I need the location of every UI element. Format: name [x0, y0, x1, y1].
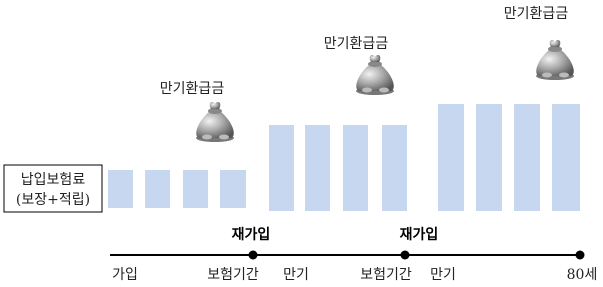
renewal-label: 재가입 [232, 227, 271, 243]
premium-label: (보장+적립) [16, 192, 90, 208]
bar [382, 125, 407, 211]
timeline-label: 가입 [112, 267, 138, 283]
bar [305, 125, 330, 211]
bar [183, 170, 208, 208]
moneybag-icon [536, 40, 574, 80]
bar [343, 125, 368, 211]
renewal-label: 재가입 [400, 227, 439, 243]
timeline-label: 80세 [567, 267, 598, 283]
timeline-dot [249, 251, 258, 260]
moneybag-icon [356, 55, 394, 95]
bar [108, 170, 133, 208]
bar [514, 104, 540, 211]
timeline-label: 만기 [430, 267, 456, 283]
bar [145, 170, 170, 208]
timeline-dot [576, 251, 585, 260]
refund-label: 만기환급금 [324, 36, 389, 52]
timeline-label: 만기 [283, 267, 309, 283]
timeline-label: 보험기간 [360, 267, 412, 283]
bars [108, 104, 580, 211]
bar [220, 170, 246, 208]
timeline-label: 보험기간 [207, 267, 259, 283]
diagram: 납입보험료 (보장+적립) 만기환급금 만기환급금 만기환급금 재가입 재가입 … [0, 0, 603, 287]
premium-label: 납입보험료 [21, 172, 86, 188]
moneybag-icon [196, 102, 234, 142]
refund-label: 만기환급금 [504, 6, 569, 22]
timeline-dot [401, 251, 410, 260]
bar [269, 125, 294, 211]
bar [438, 104, 464, 211]
bar [476, 104, 502, 211]
refund-label: 만기환급금 [160, 81, 225, 97]
bar [552, 104, 580, 211]
